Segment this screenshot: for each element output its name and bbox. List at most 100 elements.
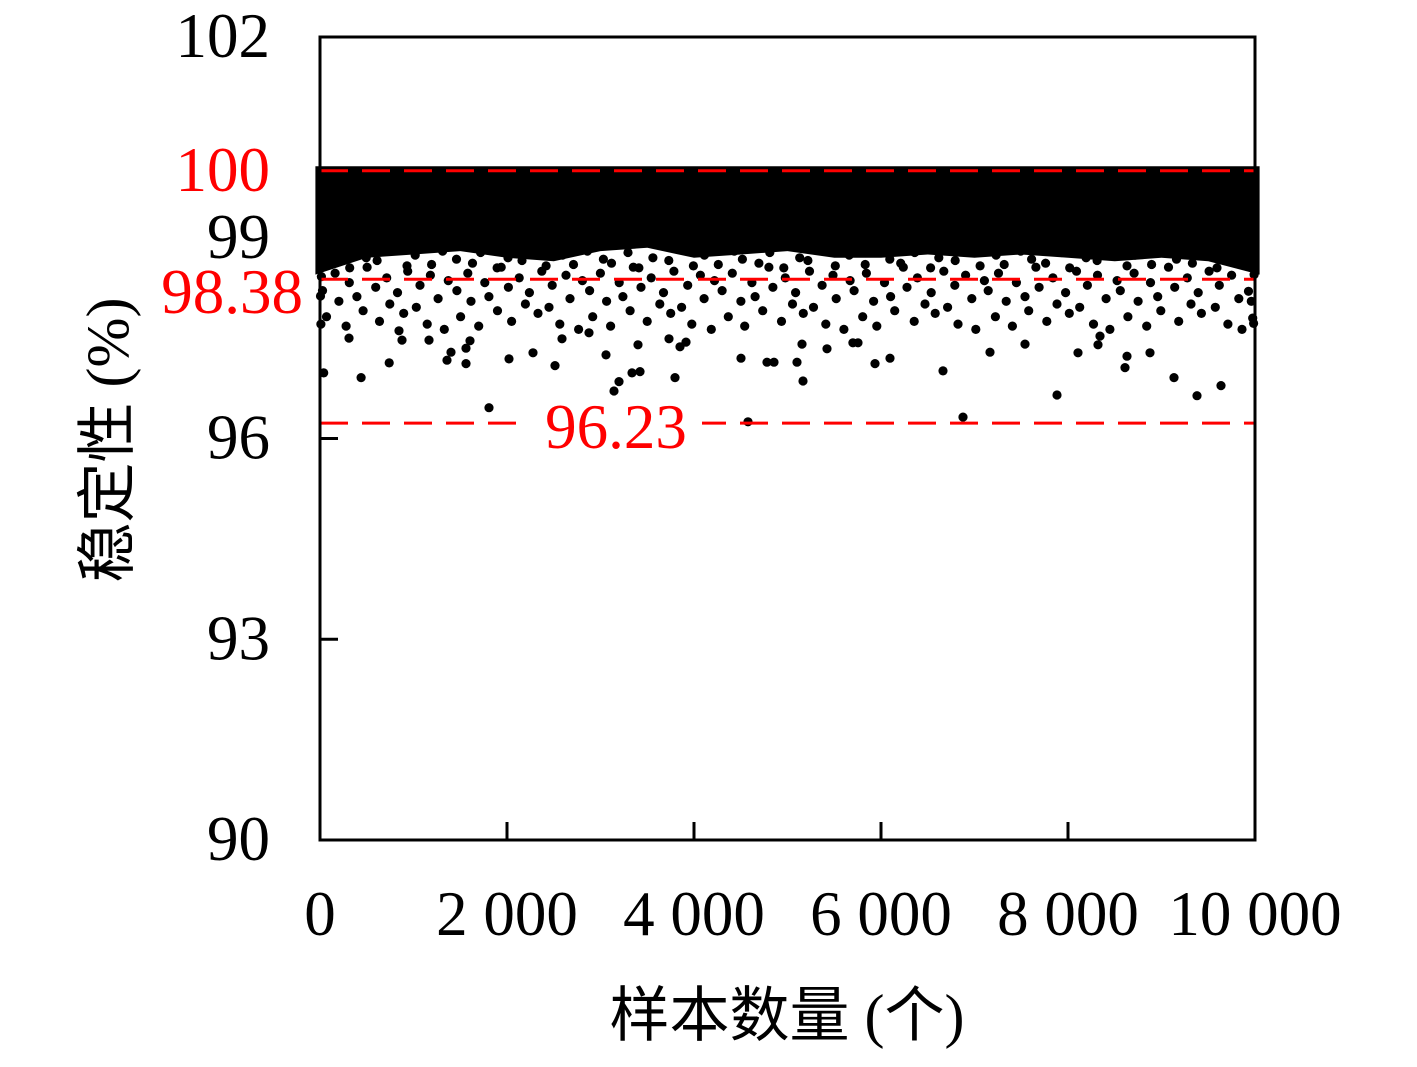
data-point <box>736 296 746 306</box>
data-point <box>1001 296 1011 306</box>
data-point <box>798 308 808 318</box>
data-point <box>427 259 437 270</box>
data-point <box>547 280 557 290</box>
data-point <box>1016 246 1026 256</box>
data-point <box>394 326 404 336</box>
data-point <box>669 266 679 276</box>
data-point <box>677 302 687 312</box>
data-point <box>1106 244 1116 254</box>
data-point <box>565 294 575 304</box>
data-point <box>699 294 709 304</box>
data-point <box>392 288 403 298</box>
data-point <box>456 312 466 322</box>
data-point <box>821 319 831 329</box>
data-point <box>902 282 912 292</box>
data-point <box>1020 339 1030 349</box>
data-point <box>971 324 981 334</box>
data-point <box>397 335 407 345</box>
data-point <box>943 302 953 312</box>
data-point <box>1196 308 1206 318</box>
data-point <box>975 261 985 271</box>
data-point <box>1153 292 1163 302</box>
y-tick-label: 93 <box>207 603 270 673</box>
data-point <box>985 347 995 357</box>
data-point <box>1020 292 1030 302</box>
data-point <box>646 273 656 283</box>
data-point <box>1095 331 1105 341</box>
data-point <box>422 319 432 329</box>
data-point <box>983 286 993 296</box>
data-point <box>356 373 366 383</box>
data-point <box>1130 250 1140 260</box>
data-point <box>550 361 560 371</box>
data-point <box>858 312 868 322</box>
data-point <box>544 302 554 312</box>
data-point <box>585 286 595 296</box>
reference-lines-layer: 100 98.38 96.23 <box>161 135 1255 462</box>
data-point <box>433 294 443 304</box>
data-point <box>1064 308 1074 318</box>
data-point <box>950 255 960 266</box>
data-point <box>384 358 394 368</box>
data-point <box>415 280 425 290</box>
data-point <box>1042 316 1052 326</box>
data-point <box>1171 254 1182 264</box>
data-point <box>666 308 676 318</box>
data-point <box>602 296 612 306</box>
data-point <box>1093 340 1103 350</box>
data-point <box>504 354 514 364</box>
data-point <box>588 312 598 322</box>
data-point <box>358 306 368 316</box>
data-point <box>750 292 760 302</box>
data-point <box>1123 312 1133 322</box>
data-point <box>1052 299 1062 309</box>
data-point <box>1105 324 1115 334</box>
data-point <box>601 350 611 360</box>
data-point <box>466 296 476 306</box>
data-point <box>584 328 594 338</box>
data-point <box>870 359 880 369</box>
data-point <box>849 286 859 296</box>
data-points-layer <box>315 244 1259 427</box>
data-point <box>1052 390 1062 400</box>
data-point <box>910 247 920 258</box>
data-point <box>361 253 371 263</box>
data-point <box>334 296 344 306</box>
data-point <box>1212 263 1222 273</box>
data-point <box>595 268 606 278</box>
data-point <box>614 377 624 387</box>
data-point <box>886 292 896 302</box>
data-point <box>1034 282 1044 292</box>
reference-label-background <box>530 397 702 454</box>
data-point <box>1204 266 1214 276</box>
data-point <box>517 255 527 266</box>
data-point <box>831 294 841 304</box>
data-point <box>321 258 331 268</box>
data-point <box>1024 306 1034 316</box>
data-point <box>1210 302 1220 312</box>
data-point <box>451 254 462 264</box>
data-point <box>779 263 789 273</box>
y-tick-label: 90 <box>207 804 270 874</box>
data-point <box>439 324 449 334</box>
data-point <box>341 321 351 331</box>
data-point <box>717 286 727 296</box>
data-point <box>787 299 798 309</box>
data-point <box>1223 319 1233 329</box>
data-point <box>939 266 949 276</box>
data-point <box>1169 373 1179 383</box>
data-point <box>635 367 645 377</box>
data-point <box>808 302 819 312</box>
data-point <box>484 292 494 302</box>
data-point <box>1031 262 1041 272</box>
data-point <box>699 250 710 260</box>
data-point <box>627 368 637 378</box>
data-point <box>953 319 963 329</box>
data-point <box>1192 391 1202 401</box>
data-point <box>625 306 635 316</box>
data-point <box>374 316 385 326</box>
data-point <box>1122 261 1132 271</box>
data-point <box>768 282 778 292</box>
data-point <box>582 246 593 256</box>
data-point <box>461 359 471 369</box>
